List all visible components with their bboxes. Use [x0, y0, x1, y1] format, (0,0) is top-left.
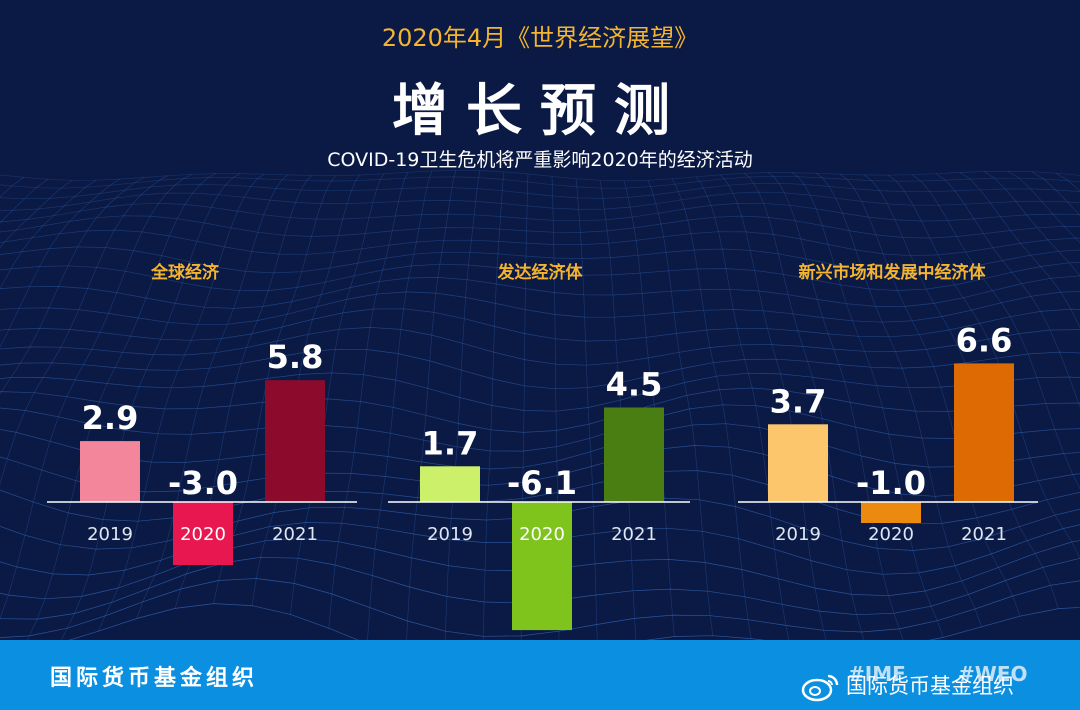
growth-charts: 全球经济 2.9 2019 -3.0 2020 5.8 2021 发达经济体 1.7 2019 -6… — [47, 262, 1038, 631]
data-label: -6.1 — [507, 464, 577, 502]
category-label: 2020 — [180, 524, 226, 545]
chart-panel-1: 全球经济 2.9 2019 -3.0 2020 5.8 2021 — [47, 262, 357, 565]
data-label: 1.7 — [422, 424, 479, 462]
chart-title: 新兴市场和发展中经济体 — [799, 262, 987, 283]
data-label: 4.5 — [606, 366, 663, 404]
data-label: -1.0 — [856, 464, 926, 502]
footer-bar: 国际货币基金组织 #IMF #WEO 国际货币基金组织 — [0, 640, 1080, 710]
data-label: 2.9 — [82, 399, 139, 437]
category-label: 2021 — [961, 524, 1007, 545]
chart-panel-2: 发达经济体 1.7 2019 -6.1 2020 4.5 2021 — [388, 262, 690, 631]
footer-hashtag-imf: #IMF — [848, 662, 906, 686]
category-label: 2020 — [519, 524, 565, 545]
bar-2021 — [265, 380, 325, 502]
data-label: 6.6 — [956, 321, 1013, 359]
bar-2019 — [420, 466, 480, 502]
header-kicker: 2020年4月《世界经济展望》 — [381, 24, 699, 52]
footer-watermark: 国际货币基金组织 — [846, 674, 1014, 698]
data-label: 3.7 — [770, 382, 827, 420]
category-label: 2020 — [868, 524, 914, 545]
chart-title: 全球经济 — [150, 262, 220, 283]
footer-org-name: 国际货币基金组织 — [50, 666, 259, 691]
category-label: 2019 — [87, 524, 133, 545]
bar-2019 — [80, 441, 140, 502]
category-label: 2021 — [272, 524, 318, 545]
bar-2020 — [173, 502, 233, 565]
category-label: 2019 — [775, 524, 821, 545]
chart-panel-3: 新兴市场和发展中经济体 3.7 2019 -1.0 2020 6.6 2021 — [738, 262, 1038, 545]
page-title: 增长预测 — [392, 79, 688, 144]
bar-2019 — [768, 424, 828, 502]
header-area: 2020年4月《世界经济展望》 增长预测 COVID-19卫生危机将严重影响20… — [47, 24, 1038, 631]
category-label: 2021 — [611, 524, 657, 545]
chart-title: 发达经济体 — [497, 262, 584, 283]
footer-hashtag-weo: #WEO — [958, 662, 1028, 686]
data-label: -3.0 — [168, 464, 238, 502]
bar-2021 — [604, 407, 664, 502]
bar-2021 — [954, 363, 1014, 502]
bar-2020 — [512, 502, 572, 631]
page-subtitle: COVID-19卫生危机将严重影响2020年的经济活动 — [327, 149, 753, 171]
category-label: 2019 — [427, 524, 473, 545]
data-label: 5.8 — [267, 338, 324, 376]
weibo-icon — [801, 674, 839, 702]
bar-2020 — [861, 502, 921, 523]
